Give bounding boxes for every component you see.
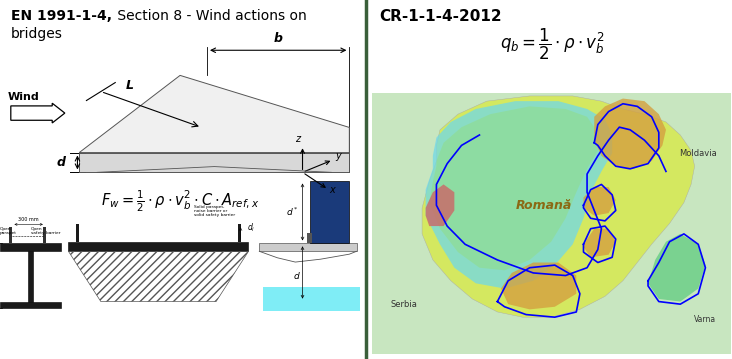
Bar — [9, 227, 12, 243]
Text: $F_w = \frac{1}{2} \cdot \rho \cdot v_b^2 \cdot C \cdot A_{ref,x}$: $F_w = \frac{1}{2} \cdot \rho \cdot v_b^… — [101, 188, 259, 214]
Text: Romană: Romană — [516, 199, 572, 212]
FancyArrow shape — [11, 103, 65, 123]
Text: Varna: Varna — [695, 316, 717, 325]
Polygon shape — [594, 98, 666, 169]
Text: Open
safety barrier: Open safety barrier — [31, 227, 60, 235]
Text: $d^*$: $d^*$ — [286, 206, 299, 218]
Polygon shape — [426, 185, 455, 226]
Text: Moldavia: Moldavia — [679, 149, 717, 158]
Polygon shape — [648, 234, 706, 302]
Text: z: z — [295, 134, 300, 144]
Text: d: d — [294, 272, 299, 281]
Polygon shape — [426, 101, 612, 289]
Bar — [263, 287, 360, 311]
Bar — [0, 243, 61, 251]
Text: b: b — [274, 32, 283, 45]
Polygon shape — [583, 229, 616, 257]
Text: $q_b = \dfrac{1}{2} \cdot \rho \cdot v_b^2$: $q_b = \dfrac{1}{2} \cdot \rho \cdot v_b… — [500, 27, 604, 62]
Polygon shape — [501, 262, 576, 309]
Text: Serbia: Serbia — [391, 300, 417, 309]
Bar — [259, 243, 356, 251]
Text: d: d — [56, 156, 66, 169]
Bar — [238, 224, 242, 242]
Text: Solid parapet,
noise barrier or
solid safety barrier: Solid parapet, noise barrier or solid sa… — [195, 205, 236, 217]
Text: EN 1991-1-4,: EN 1991-1-4, — [11, 9, 112, 23]
Bar — [307, 233, 313, 243]
Bar — [28, 251, 34, 302]
Text: CR-1-1-4-2012: CR-1-1-4-2012 — [379, 9, 501, 24]
Polygon shape — [79, 153, 349, 172]
Polygon shape — [79, 75, 349, 153]
Polygon shape — [429, 106, 598, 270]
Text: Open
parapet: Open parapet — [0, 227, 17, 235]
Bar — [310, 181, 349, 243]
Bar — [0, 302, 61, 308]
Text: x: x — [329, 185, 335, 195]
Polygon shape — [583, 187, 616, 216]
Text: bridges: bridges — [11, 27, 63, 41]
Bar — [68, 242, 248, 251]
Bar — [75, 224, 79, 242]
Polygon shape — [422, 96, 695, 317]
Text: L: L — [126, 79, 134, 92]
Bar — [43, 227, 45, 243]
Text: $d_i$: $d_i$ — [247, 222, 255, 234]
Text: Section 8 - Wind actions on: Section 8 - Wind actions on — [113, 9, 307, 23]
Text: Wind: Wind — [7, 92, 39, 102]
Text: 300 mm: 300 mm — [18, 217, 39, 222]
Text: y: y — [335, 151, 340, 161]
